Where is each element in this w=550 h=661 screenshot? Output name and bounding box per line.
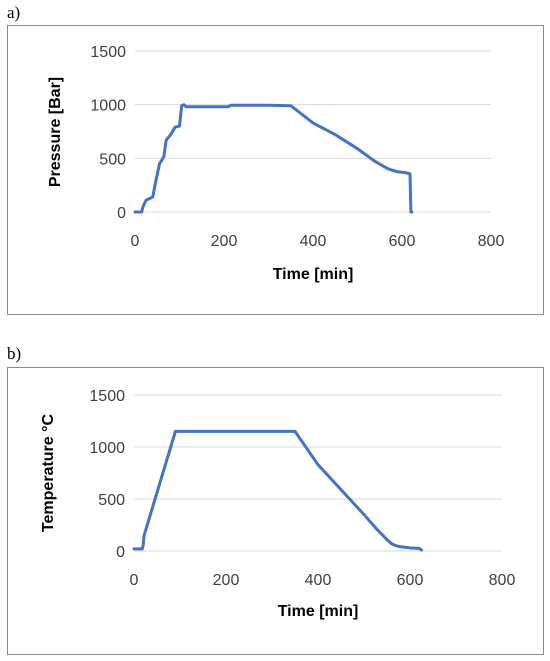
pressure-y-tick-label: 0	[117, 205, 126, 222]
temperature-y-tick-label: 1500	[89, 388, 125, 405]
temperature-x-tick-label: 600	[397, 572, 424, 589]
pressure-y-axis-title: Pressure [Bar]	[47, 77, 64, 187]
temperature-y-tick-label: 0	[116, 544, 125, 561]
temperature-y-axis-title: Temperature °C	[40, 413, 57, 532]
pressure-x-axis-title: Time [min]	[273, 266, 354, 283]
temperature-series-line	[132, 429, 423, 552]
pressure-chart-svg: 0 500 1000 1500 0 200 400 600 800 Time [min] Press…	[47, 44, 505, 283]
temperature-x-axis-title: Time [min]	[278, 603, 359, 620]
pressure-y-tick-label: 1000	[90, 98, 126, 115]
panel-label-a: a)	[7, 3, 21, 22]
temperature-x-tick-label: 800	[489, 572, 516, 589]
pressure-y-tick-label: 500	[99, 151, 126, 168]
pressure-x-tick-label: 400	[300, 233, 327, 250]
pressure-series-line	[133, 103, 414, 214]
pressure-chart: 0 500 1000 1500 0 200 400 600 800 Time [min] Press…	[7, 25, 544, 315]
temperature-x-tick-label: 400	[305, 572, 332, 589]
pressure-x-tick-label: 200	[211, 233, 238, 250]
pressure-y-tick-label: 1500	[90, 44, 126, 61]
temperature-chart: 0 500 1000 1500 0 200 400 600 800 Time [min] Tempe…	[7, 367, 544, 655]
temperature-x-tick-label: 0	[130, 572, 139, 589]
pressure-x-tick-label: 600	[389, 233, 416, 250]
panel-label-b: b)	[7, 344, 22, 363]
temperature-y-tick-label: 1000	[89, 440, 125, 457]
temperature-chart-svg: 0 500 1000 1500 0 200 400 600 800 Time [min] Tempe…	[40, 388, 516, 620]
pressure-x-tick-label: 800	[478, 233, 505, 250]
temperature-y-tick-label: 500	[98, 492, 125, 509]
temperature-x-tick-label: 200	[213, 572, 240, 589]
pressure-x-tick-label: 0	[131, 233, 140, 250]
